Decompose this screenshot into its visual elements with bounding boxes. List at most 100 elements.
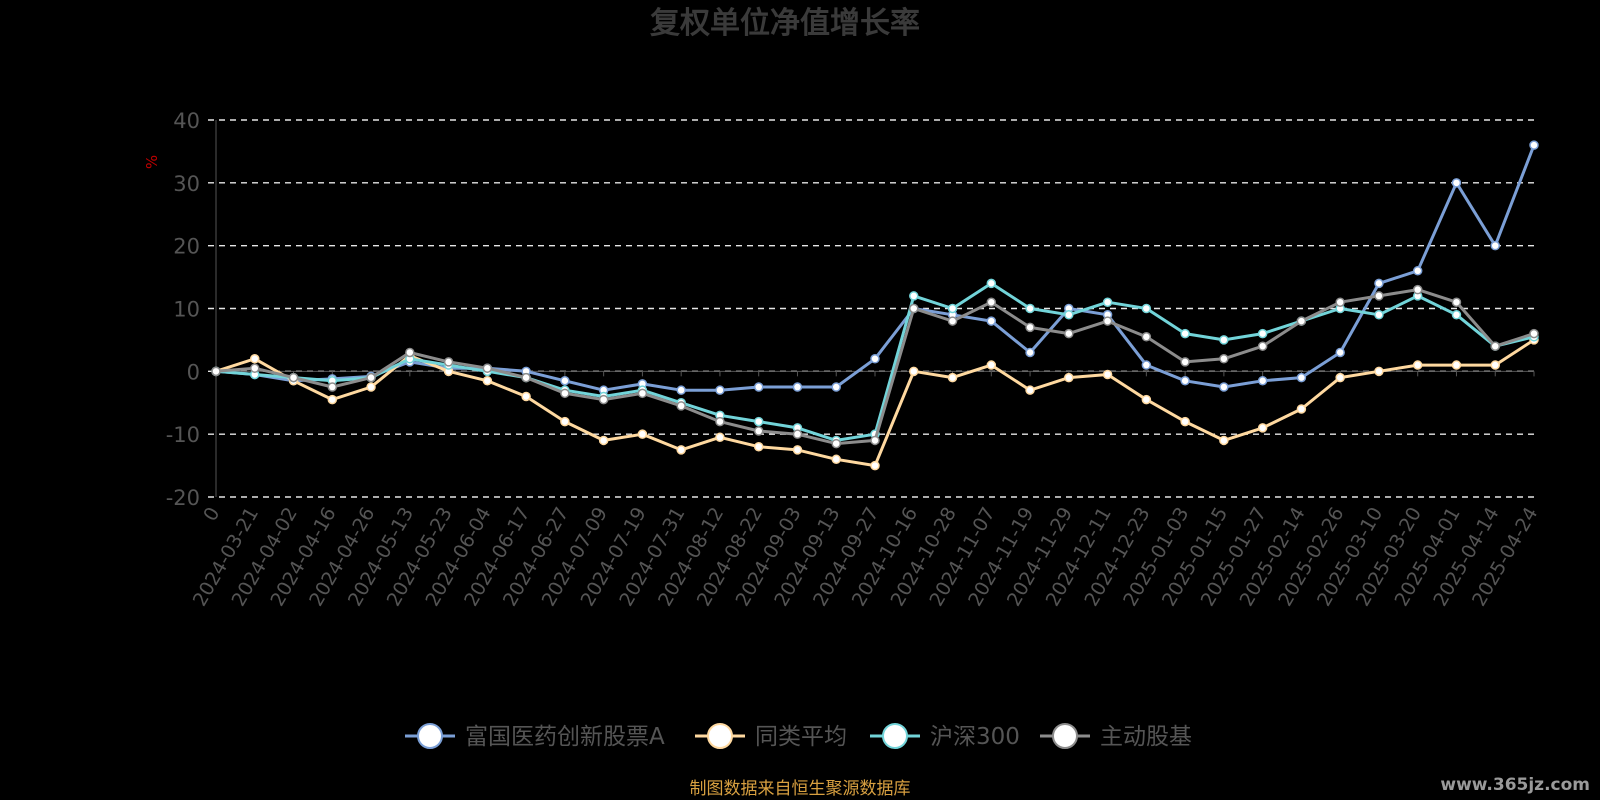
- data-point: [1102, 369, 1113, 380]
- data-point: [986, 360, 997, 370]
- series-lines: [211, 140, 1539, 471]
- data-point: [676, 401, 686, 411]
- data-point: [909, 291, 919, 301]
- y-tick-label: -10: [166, 423, 200, 447]
- data-point: [870, 354, 880, 364]
- data-point: [1335, 372, 1345, 383]
- data-point: [1025, 385, 1035, 395]
- data-point: [327, 394, 338, 405]
- data-point: [327, 382, 338, 392]
- y-tick-label: -20: [166, 486, 200, 510]
- data-point: [560, 416, 570, 427]
- data-point: [870, 460, 880, 471]
- data-point: [1141, 332, 1152, 342]
- data-point: [1490, 341, 1500, 351]
- data-point: [792, 445, 803, 455]
- data-point: [560, 388, 570, 399]
- data-point: [792, 429, 803, 439]
- data-point: [366, 382, 376, 392]
- data-point: [1335, 347, 1345, 358]
- data-point: [1451, 310, 1462, 320]
- data-point: [1257, 376, 1268, 386]
- x-axis-ticks: 02024-03-212024-04-022024-04-162024-04-2…: [189, 371, 1542, 610]
- data-point: [1412, 360, 1423, 370]
- data-point: [1219, 382, 1229, 392]
- data-point: [753, 416, 764, 427]
- data-point: [1064, 328, 1074, 339]
- data-point: [1219, 354, 1229, 364]
- data-point: [1451, 178, 1462, 188]
- data-point: [250, 354, 260, 364]
- data-point: [1451, 360, 1462, 370]
- legend-marker[interactable]: [882, 723, 908, 749]
- data-point: [753, 426, 764, 436]
- data-point: [1412, 266, 1423, 276]
- y-axis-label: %: [143, 155, 161, 169]
- data-point: [1296, 404, 1307, 414]
- data-point: [405, 347, 415, 358]
- y-tick-label: 0: [187, 360, 200, 384]
- data-point: [560, 376, 570, 386]
- watermark: www.365jz.com: [1440, 775, 1590, 795]
- data-point: [986, 297, 997, 307]
- data-point: [1257, 341, 1268, 351]
- data-point: [792, 382, 803, 392]
- data-point: [1064, 372, 1074, 383]
- data-point: [637, 429, 648, 439]
- data-point: [1451, 297, 1462, 307]
- data-point: [831, 438, 841, 449]
- data-point: [1374, 291, 1384, 301]
- data-point: [1374, 366, 1384, 377]
- data-point: [288, 372, 299, 383]
- data-point: [1025, 347, 1035, 358]
- data-point: [947, 303, 958, 314]
- legend-marker[interactable]: [417, 723, 443, 749]
- data-point: [250, 363, 260, 373]
- data-point: [1335, 297, 1345, 307]
- data-point: [1180, 357, 1190, 367]
- data-point: [831, 454, 841, 465]
- data-point: [986, 278, 997, 289]
- data-point: [1490, 240, 1500, 251]
- data-point: [831, 382, 841, 392]
- data-point: [482, 363, 493, 373]
- data-point: [676, 445, 686, 455]
- data-point: [870, 435, 880, 446]
- y-axis-ticks: 40 30 20 10 0 -10 -20: [166, 109, 200, 510]
- data-point: [1219, 335, 1229, 345]
- data-point: [986, 316, 997, 326]
- legend-label[interactable]: 同类平均: [755, 724, 847, 750]
- legend[interactable]: 富国医药创新股票A 同类平均 沪深300 主动股基: [405, 723, 1192, 750]
- data-point: [909, 366, 919, 377]
- data-point: [1374, 278, 1384, 289]
- data-point: [1141, 394, 1152, 405]
- data-point: [676, 385, 686, 395]
- data-point: [1102, 316, 1113, 326]
- legend-marker[interactable]: [707, 723, 733, 749]
- data-point: [753, 382, 764, 392]
- data-point: [1180, 416, 1190, 427]
- data-point: [909, 303, 919, 314]
- data-point: [1296, 372, 1307, 383]
- data-point: [521, 372, 531, 383]
- data-point: [1064, 310, 1074, 320]
- data-point: [443, 357, 454, 367]
- data-point: [1025, 303, 1035, 314]
- data-point: [1141, 303, 1152, 314]
- legend-label[interactable]: 主动股基: [1100, 724, 1192, 750]
- legend-label[interactable]: 沪深300: [930, 724, 1020, 750]
- data-point: [1102, 297, 1113, 307]
- y-tick-label: 30: [173, 172, 200, 196]
- data-point: [1374, 310, 1384, 320]
- data-point: [482, 376, 493, 386]
- data-point: [366, 372, 376, 383]
- legend-marker[interactable]: [1052, 723, 1078, 749]
- data-point: [715, 416, 725, 427]
- data-point: [1490, 360, 1500, 370]
- data-point: [1141, 360, 1152, 370]
- data-point: [1025, 322, 1035, 333]
- data-point: [1180, 376, 1190, 386]
- y-tick-label: 20: [173, 235, 200, 259]
- legend-label[interactable]: 富国医药创新股票A: [465, 724, 665, 750]
